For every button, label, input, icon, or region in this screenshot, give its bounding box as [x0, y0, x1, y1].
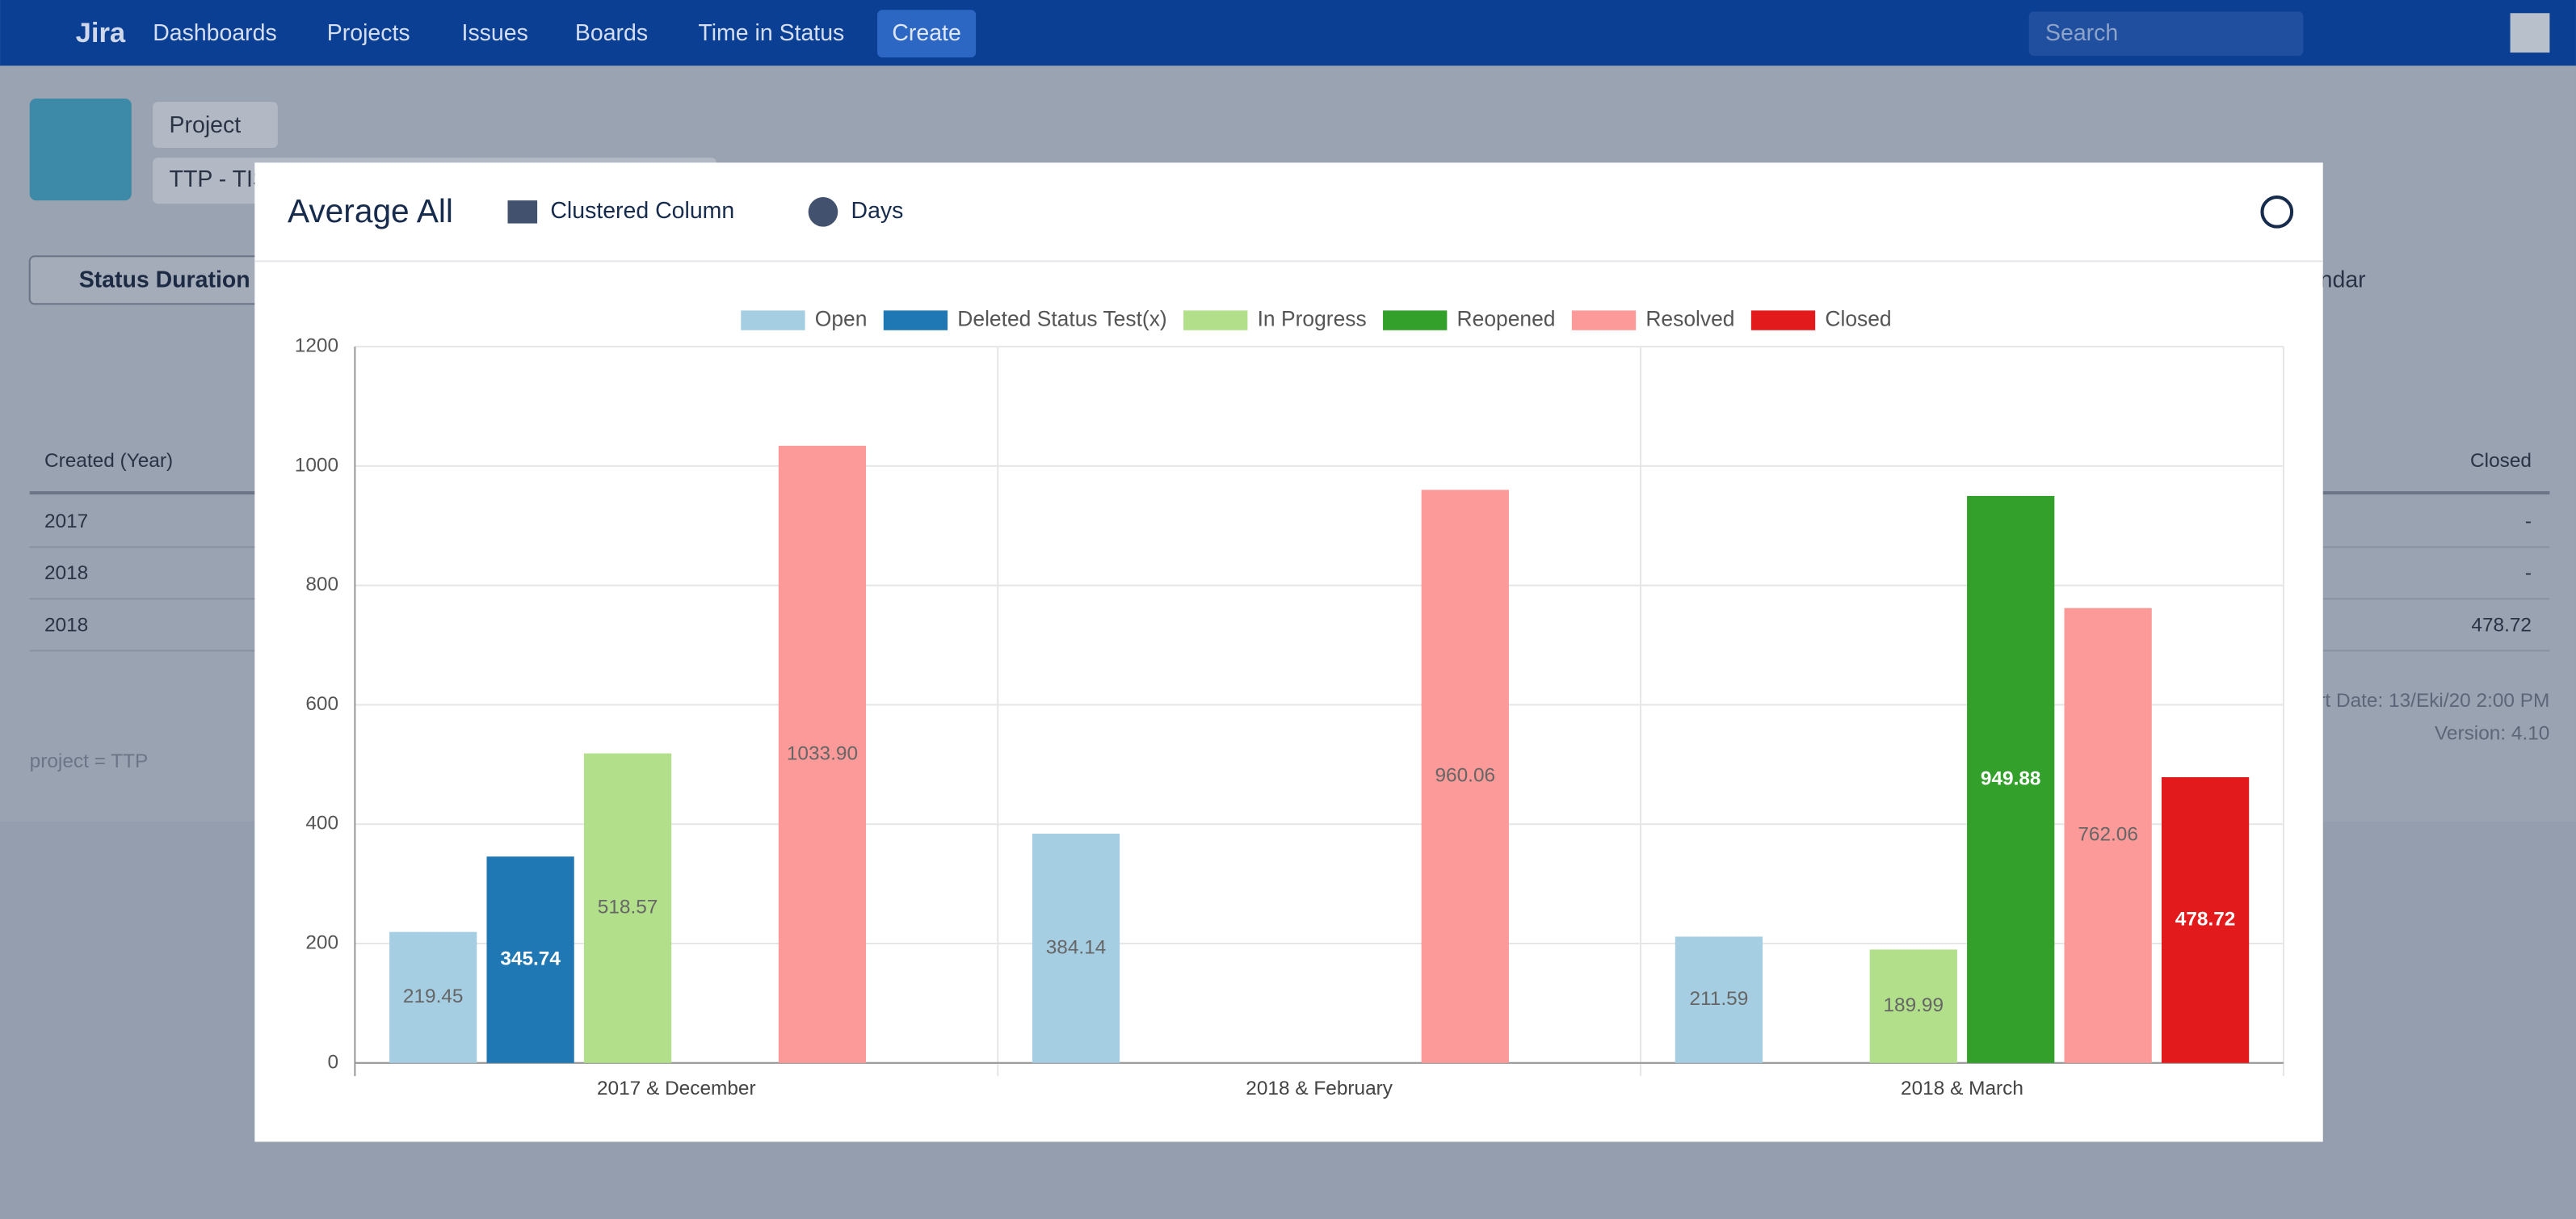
data-label: 219.45: [403, 986, 464, 1007]
project-button[interactable]: [153, 102, 278, 149]
y-tick-label: 200: [305, 931, 338, 953]
create-label: Create: [892, 20, 960, 46]
data-label: 949.88: [1981, 767, 2041, 789]
bar: [1869, 949, 1957, 1063]
create-button[interactable]: [877, 10, 977, 58]
legend-swatch: [1571, 310, 1637, 330]
legend-swatch: [1750, 310, 1816, 330]
legend-swatch: [1183, 310, 1248, 330]
nav-item[interactable]: Boards: [575, 20, 648, 46]
status-label: Status Duration: [79, 267, 250, 292]
data-label: 478.72: [2175, 908, 2236, 930]
cell: 2018: [44, 614, 88, 636]
x-tick-label: 2018 & February: [1246, 1078, 1393, 1099]
nav-item[interactable]: Time in Status: [698, 20, 844, 46]
data-label: 960.06: [1435, 765, 1495, 787]
help-icon[interactable]: [2260, 195, 2294, 229]
y-tick-label: 1000: [295, 454, 338, 476]
y-tick-label: 1200: [295, 335, 338, 357]
data-label: 518.57: [598, 897, 658, 918]
data-label: 345.74: [500, 948, 561, 970]
legend-swatch: [741, 310, 805, 330]
legend-label: Open: [815, 307, 868, 331]
legend-swatch: [883, 310, 948, 330]
chart: 0 200 400 600 800 1000 1200 Open Deleted Status …: [295, 307, 2284, 1099]
legend-label: Closed: [1825, 307, 1891, 331]
x-tick-label: 2018 & March: [1901, 1078, 2023, 1099]
chart-type[interactable]: Clustered Column: [550, 198, 734, 224]
y-tick-label: 800: [305, 574, 338, 595]
bar: [1421, 490, 1509, 1063]
chart-icon: [507, 200, 538, 224]
y-tick-label: 400: [305, 813, 338, 834]
unit[interactable]: Days: [851, 198, 904, 224]
cell: 2017: [44, 511, 88, 532]
legend-label: In Progress: [1258, 307, 1367, 331]
search-box[interactable]: [2028, 11, 2304, 57]
bar: [2161, 777, 2250, 1063]
avatar[interactable]: [2510, 13, 2550, 53]
logo[interactable]: Jira: [76, 18, 126, 48]
search-placeholder: Search: [2045, 20, 2118, 46]
cell: 478.72: [2471, 614, 2532, 636]
bar: [2064, 607, 2152, 1063]
bar: [389, 931, 477, 1063]
data-label: 189.99: [1883, 994, 1944, 1016]
data-label: 1033.90: [787, 742, 858, 764]
nav-item[interactable]: Issues: [462, 20, 528, 46]
bar: [583, 753, 672, 1063]
legend-label: Resolved: [1645, 307, 1734, 331]
eye-icon: [808, 197, 838, 227]
project-avatar: [29, 99, 132, 201]
legend-label: Reopened: [1457, 307, 1556, 331]
legend-swatch: [1383, 310, 1448, 330]
bar: [1675, 936, 1763, 1063]
table-header: Closed: [2470, 450, 2532, 472]
cell: 2018: [44, 562, 88, 584]
x-tick-label: 2017 & December: [597, 1078, 756, 1099]
modal-title: Average All: [288, 192, 453, 229]
calendar-label: ndar: [2320, 267, 2366, 292]
cell: -: [2525, 511, 2532, 532]
project-button-label: Project: [170, 112, 242, 138]
nav-item[interactable]: Dashboards: [153, 20, 277, 46]
query: project = TTP: [30, 750, 149, 772]
legend-label: Deleted Status Test(x): [957, 307, 1166, 331]
bar: [486, 856, 574, 1063]
report-date: rt Date: 13/Eki/20 2:00 PM: [2318, 690, 2549, 712]
cell: -: [2525, 562, 2532, 584]
data-label: 211.59: [1689, 988, 1748, 1010]
nav-item[interactable]: Projects: [327, 20, 410, 46]
project-name: TTP - TIS: [170, 166, 268, 192]
data-label: 384.14: [1046, 936, 1107, 958]
y-tick-label: 600: [305, 693, 338, 715]
nav-items: Dashboards Projects Issues Boards Time in St…: [153, 20, 844, 46]
bar: [1967, 495, 2055, 1063]
y-tick-label: 0: [327, 1051, 338, 1073]
data-label: 762.06: [2078, 824, 2138, 846]
bar: [1032, 833, 1120, 1063]
bar: [778, 445, 867, 1063]
version: Version: 4.10: [2435, 723, 2549, 745]
table-header: Created (Year): [44, 450, 173, 472]
